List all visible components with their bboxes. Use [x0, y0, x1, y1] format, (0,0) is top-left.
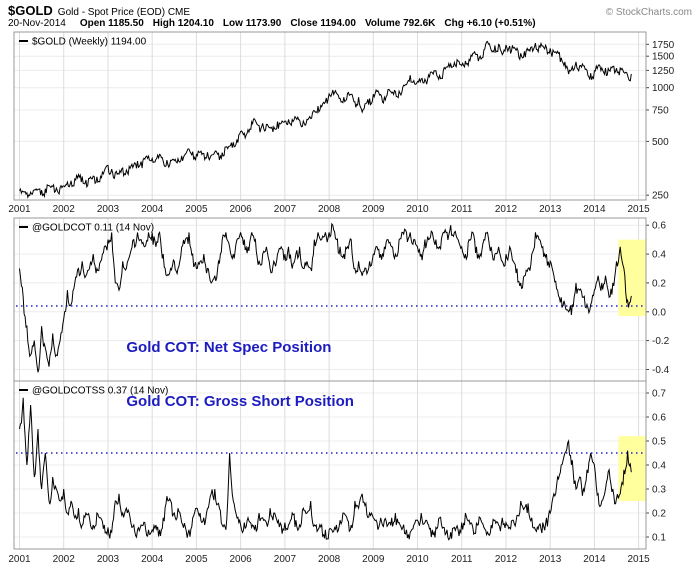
x-tick-label: 2010: [406, 554, 429, 565]
quote-low: Low 1173.90: [223, 18, 281, 29]
header-quote-row: 20-Nov-2014 Open 1185.50 High 1204.10 Lo…: [8, 18, 692, 31]
x-tick-label: 2014: [583, 554, 606, 565]
y-tick-label: 1500: [652, 52, 675, 63]
y-tick-label: 750: [652, 106, 669, 117]
x-tick-label: 2013: [539, 204, 562, 215]
y-tick-label: -0.4: [652, 365, 670, 376]
x-tick-label: 2009: [362, 554, 385, 565]
quote-volume: Volume 792.6K: [365, 18, 435, 29]
x-tick-label: 2004: [141, 554, 164, 565]
highlight-band: [618, 239, 646, 317]
y-tick-label: 1250: [652, 66, 675, 77]
x-tick-label: 2007: [274, 554, 297, 565]
x-tick-label: 2015: [627, 554, 650, 565]
y-tick-label: 500: [652, 137, 669, 148]
gross-short-line: [19, 397, 632, 541]
x-tick-label: 2001: [8, 204, 31, 215]
x-tick-label: 2003: [97, 554, 120, 565]
quote-open: Open 1185.50: [80, 18, 144, 29]
y-tick-label: 1750: [652, 40, 675, 51]
y-tick-label: 0.2: [652, 278, 666, 289]
quote-close-label: Close: [290, 18, 318, 29]
x-tick-label: 2006: [229, 204, 252, 215]
quote-volume-label: Volume: [364, 18, 401, 29]
quote-open-label: Open: [79, 18, 106, 29]
copyright: © StockCharts.com: [605, 7, 692, 18]
y-tick-label: 0.5: [652, 437, 666, 448]
x-tick-label: 2008: [318, 554, 341, 565]
panel-background: [14, 218, 646, 381]
x-tick-label: 2012: [495, 204, 518, 215]
y-tick-label: 250: [652, 191, 669, 202]
panel-background: [14, 32, 646, 200]
highlight-band: [618, 436, 646, 501]
x-tick-label: 2002: [53, 554, 76, 565]
quote-low-value: 1173.90: [245, 18, 282, 29]
x-tick-label: 2005: [185, 204, 208, 215]
quote-change-value: +6.10 (+0.51%): [466, 18, 536, 29]
panel-legend-label: @GOLDCOTSS 0.37 (14 Nov): [32, 386, 168, 397]
y-tick-label: 0.2: [652, 509, 666, 520]
quote-high-value: 1204.10: [177, 18, 214, 29]
panel-border: [13, 31, 647, 201]
x-tick-label: 2012: [495, 554, 518, 565]
x-tick-label: 2004: [141, 204, 164, 215]
x-tick-label: 2010: [406, 204, 429, 215]
quote-volume-value: 792.6K: [403, 18, 436, 29]
y-tick-label: 0.7: [652, 389, 666, 400]
annotation-text: Gold COT: Gross Short Position: [126, 393, 354, 410]
x-tick-label: 2011: [451, 204, 473, 215]
symbol: $GOLD: [8, 3, 53, 18]
x-tick-label: 2006: [229, 554, 252, 565]
y-tick-label: 0.4: [652, 250, 666, 261]
quote-high-label: High: [152, 18, 175, 29]
y-tick-label: 1000: [652, 83, 675, 94]
x-tick-label: 2001: [8, 554, 31, 565]
y-tick-label: 0.3: [652, 485, 666, 496]
quote-high: High 1204.10: [153, 18, 214, 29]
chart-header: $GOLD Gold - Spot Price (EOD) CME © Stoc…: [0, 0, 700, 31]
x-tick-label: 2014: [583, 204, 606, 215]
quote-change-label: Chg: [444, 18, 464, 29]
x-tick-label: 2015: [627, 204, 650, 215]
x-tick-label: 2009: [362, 204, 385, 215]
y-tick-label: 0.6: [652, 221, 666, 232]
header-title-row: $GOLD Gold - Spot Price (EOD) CME © Stoc…: [8, 3, 692, 18]
panel-border: [13, 380, 647, 550]
symbol-description: Gold - Spot Price (EOD) CME: [57, 7, 191, 18]
y-tick-label: 0.4: [652, 461, 666, 472]
x-tick-label: 2005: [185, 554, 208, 565]
x-tick-label: 2003: [97, 204, 120, 215]
y-tick-label: -0.2: [652, 336, 670, 347]
y-tick-label: 0.1: [652, 533, 666, 544]
x-tick-label: 2011: [451, 554, 473, 565]
quote-low-label: Low: [222, 18, 243, 29]
x-tick-label: 2002: [53, 204, 76, 215]
x-tick-label: 2007: [274, 204, 297, 215]
annotation-text: Gold COT: Net Spec Position: [126, 339, 331, 356]
y-tick-label: 0.0: [652, 307, 666, 318]
quote-close-value: 1194.00: [320, 18, 356, 29]
net-spec-line: [19, 222, 632, 373]
y-tick-label: 0.6: [652, 413, 666, 424]
panel-legend-label: @GOLDCOT 0.11 (14 Nov): [32, 223, 154, 234]
panel-legend-label: $GOLD (Weekly) 1194.00: [32, 37, 147, 48]
x-tick-label: 2008: [318, 204, 341, 215]
gold-price-line: [19, 40, 632, 199]
quote-change: Chg +6.10 (+0.51%): [444, 18, 535, 29]
quote-open-value: 1185.50: [108, 18, 144, 29]
quote-date: 20-Nov-2014: [8, 18, 66, 29]
quote-close: Close 1194.00: [290, 18, 356, 29]
x-tick-label: 2013: [539, 554, 562, 565]
